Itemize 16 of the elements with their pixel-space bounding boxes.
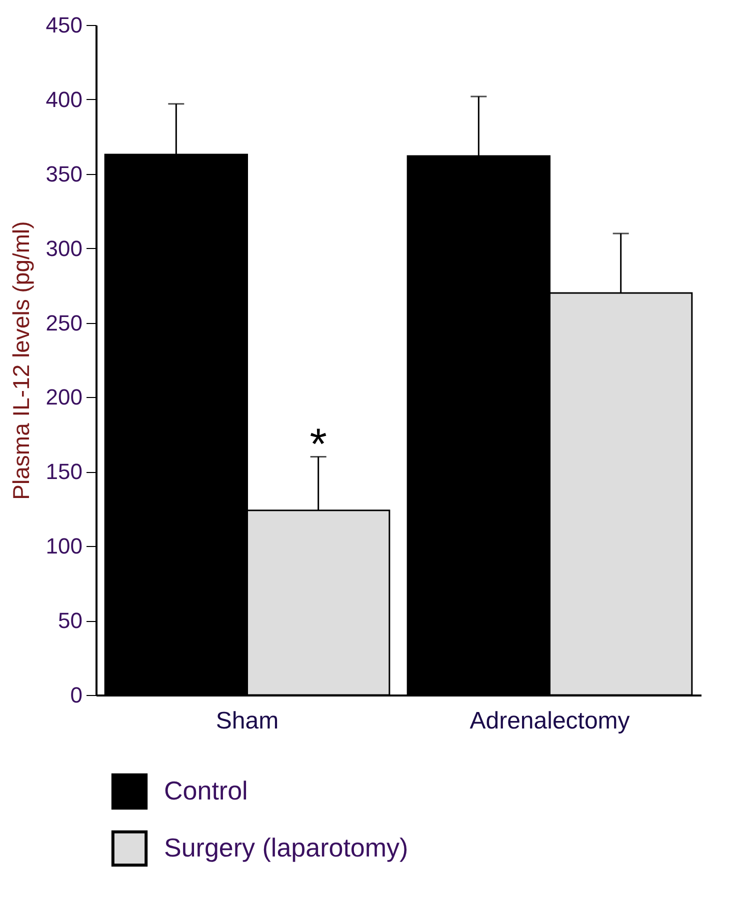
legend-label: Control <box>164 776 248 806</box>
y-tick-label: 100 <box>46 534 82 559</box>
x-tick-label: Adrenalectomy <box>470 708 630 734</box>
y-tick-label: 350 <box>46 161 82 186</box>
y-tick-label: 0 <box>70 682 82 708</box>
x-tick-label: Sham <box>216 708 279 734</box>
y-tick-label: 250 <box>46 310 82 336</box>
y-tick-label: 200 <box>46 384 82 410</box>
legend-label: Surgery (laparotomy) <box>164 832 408 862</box>
y-tick-label: 300 <box>46 236 82 261</box>
y-tick-label: 150 <box>46 459 82 484</box>
y-tick-label: 450 <box>46 12 82 38</box>
y-axis-title: Plasma IL-12 levels (pg/ml) <box>8 221 34 500</box>
y-tick-label: 400 <box>46 86 82 112</box>
y-tick-label: 50 <box>58 608 82 634</box>
annotation: * <box>310 420 327 469</box>
